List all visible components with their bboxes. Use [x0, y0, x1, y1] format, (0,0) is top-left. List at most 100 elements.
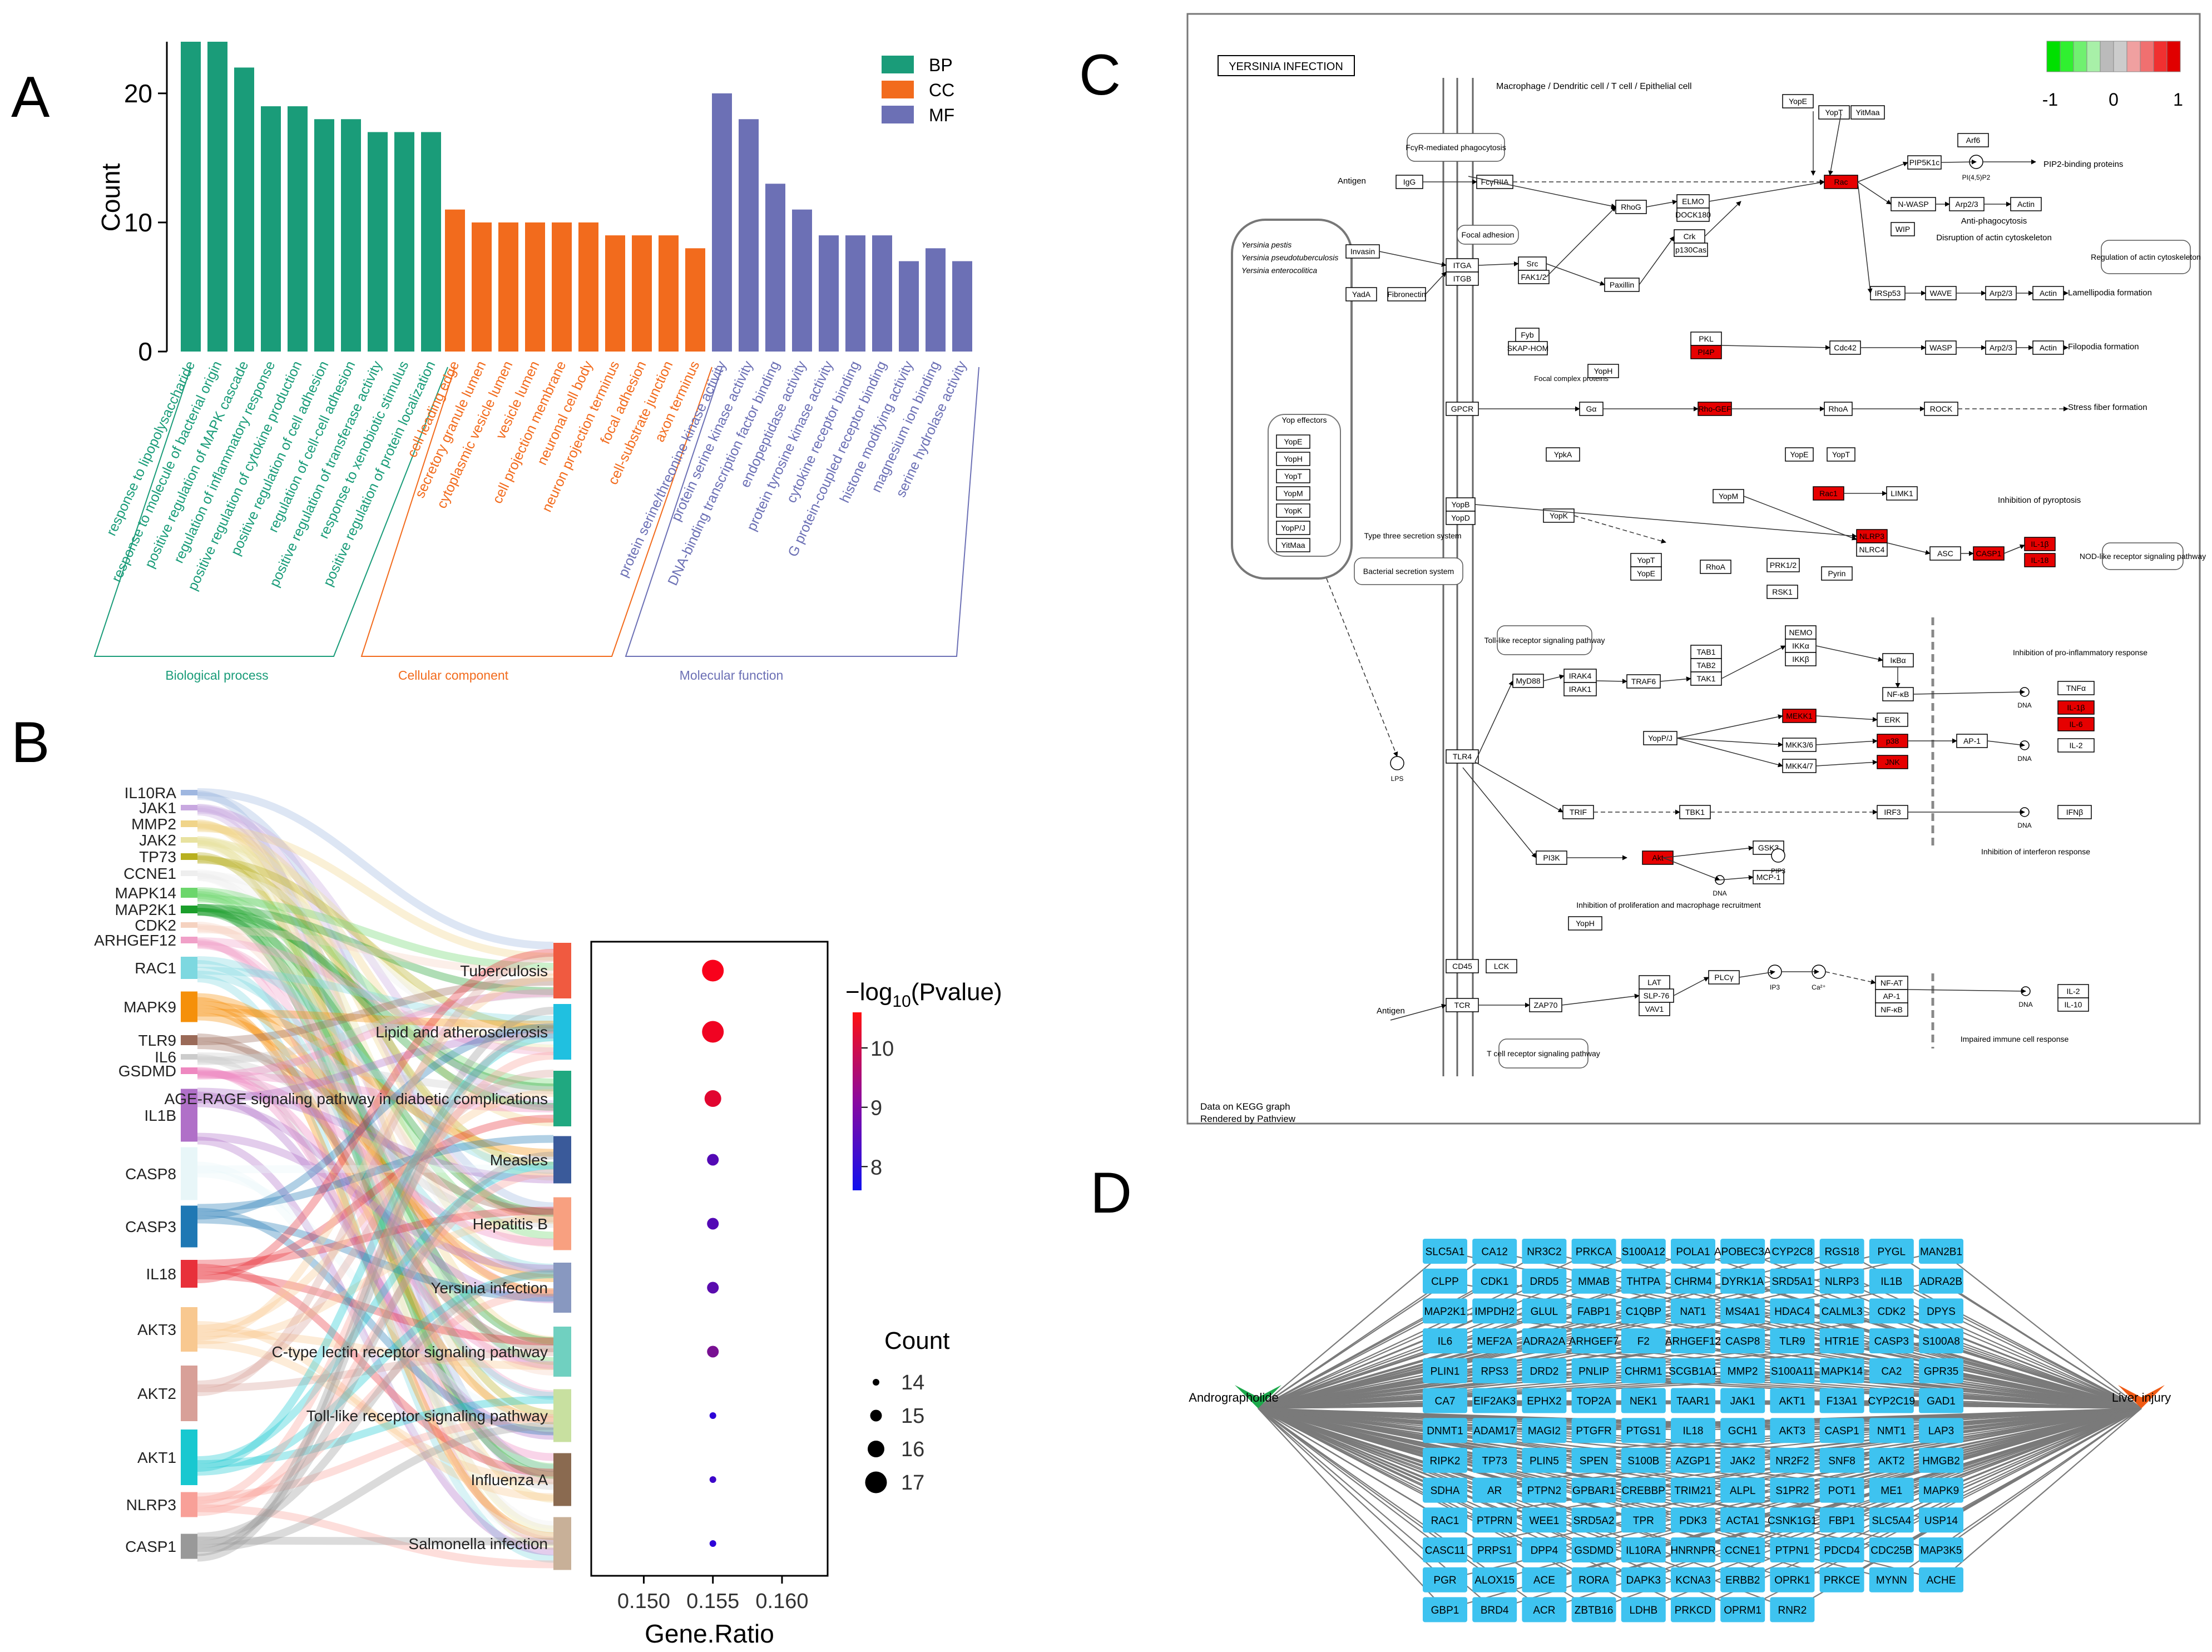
target-node — [1571, 1388, 1616, 1413]
kegg-gene-box — [2057, 681, 2095, 695]
target-node — [1472, 1388, 1517, 1413]
pathway-node — [553, 1327, 571, 1377]
gene-node — [181, 922, 197, 928]
target-node — [1819, 1239, 1864, 1264]
kegg-gene-label: RhoA — [1706, 562, 1726, 571]
network-edge — [1941, 1340, 2142, 1409]
target-node-label: NAT1 — [1680, 1306, 1706, 1318]
target-node — [1621, 1298, 1666, 1324]
target-node — [1571, 1298, 1616, 1324]
target-node — [1571, 1537, 1616, 1562]
antigen-label: Antigen — [1377, 1006, 1405, 1016]
target-node — [1919, 1239, 1963, 1264]
kegg-gene-box — [1818, 105, 1850, 120]
target-node-label: SLC5A4 — [1872, 1515, 1911, 1527]
target-node-label: NR3C2 — [1527, 1247, 1561, 1258]
kegg-gene-box — [2032, 286, 2064, 300]
kegg-gene-box — [1676, 207, 1710, 222]
kegg-gene-box — [1824, 175, 1858, 189]
target-node-label: APOBEC3A — [1714, 1247, 1771, 1258]
kegg-gene-label: IL-6 — [2069, 720, 2082, 729]
kegg-edge — [1660, 676, 1691, 682]
target-node — [1522, 1388, 1567, 1413]
kegg-gene-box — [1396, 175, 1423, 189]
kegg-gene-box — [1782, 759, 1817, 773]
kegg-gene-box — [1676, 194, 1710, 209]
bar-mf — [792, 209, 812, 352]
sankey-ribbon — [197, 1169, 554, 1516]
y-tick-label: 20 — [124, 79, 152, 108]
target-node — [1423, 1567, 1467, 1592]
target-node-label: ACE — [1533, 1575, 1555, 1586]
bar-mf — [899, 261, 919, 352]
sankey-ribbon — [197, 1012, 554, 1282]
target-node-label: PTPN2 — [1527, 1485, 1561, 1497]
kegg-gene-box — [1639, 1002, 1670, 1016]
kegg-gene-label: p130Cas — [1675, 245, 1706, 254]
kegg-gene-label: Src — [1527, 259, 1538, 268]
target-node — [1720, 1418, 1765, 1443]
target-node-label: ADRA2B — [1920, 1276, 1962, 1288]
kegg-gene-label: WASP — [1929, 343, 1952, 352]
target-node — [1621, 1358, 1666, 1383]
kegg-edge — [1913, 689, 2025, 695]
bar-bp — [421, 132, 441, 352]
bar-mf — [739, 119, 759, 352]
sankey-ribbon — [197, 1289, 554, 1508]
kegg-gene-label: YopP/J — [1648, 734, 1672, 743]
target-node-label: CSNK1G1 — [1768, 1515, 1817, 1527]
target-node-label: KCNA3 — [1675, 1575, 1710, 1586]
impaired-label: Impaired immune cell response — [1961, 1035, 2069, 1043]
target-node-label: ACHE — [1927, 1575, 1956, 1586]
target-node-label: FABP1 — [1577, 1306, 1610, 1318]
kegg-compound — [1771, 848, 1785, 863]
kegg-gene-label: LIMK1 — [1891, 489, 1913, 498]
kegg-gene-label: IL-2 — [2069, 741, 2082, 750]
sankey-ribbon — [197, 1023, 554, 1220]
network-edge — [1495, 1407, 2142, 1491]
sankey-ribbon — [197, 788, 554, 949]
target-node-label: IL18 — [1683, 1426, 1704, 1437]
target-node — [1869, 1567, 1914, 1592]
kegg-gene-label: YitMaa — [1855, 108, 1879, 117]
target-node-label: RGS18 — [1824, 1247, 1859, 1258]
kegg-edge — [1743, 496, 1857, 541]
sankey-ribbon — [197, 941, 554, 1298]
yop-effectors-box — [1268, 414, 1341, 557]
target-node — [1919, 1298, 1963, 1324]
target-node-label: PRPS1 — [1477, 1545, 1512, 1557]
target-node — [1423, 1597, 1467, 1623]
pathway-node — [553, 943, 571, 998]
target-node-label: RAC1 — [1431, 1515, 1459, 1527]
scale-cell — [2060, 41, 2074, 72]
liver-injury-node — [2118, 1385, 2165, 1408]
gene-label: IL6 — [155, 1048, 176, 1066]
sankey-ribbon — [197, 1536, 554, 1546]
kegg-title-box — [1218, 55, 1355, 76]
target-node-label: NLRP3 — [1825, 1276, 1859, 1288]
kegg-gene-box — [1276, 452, 1310, 466]
kegg-gene-label: PRK1/2 — [1770, 561, 1797, 570]
gene-label: MAPK9 — [123, 998, 176, 1016]
sankey-ribbon — [197, 1270, 554, 1476]
gene-node — [181, 1307, 197, 1352]
target-node — [1720, 1239, 1765, 1264]
target-node-label: USP14 — [1924, 1515, 1958, 1527]
dna-label: DNA — [2017, 755, 2031, 763]
gene-label: CDK2 — [135, 917, 176, 934]
target-node — [1472, 1537, 1517, 1562]
target-node — [1621, 1507, 1666, 1533]
kegg-gene-box — [1875, 1002, 1908, 1017]
kegg-gene-box — [1518, 270, 1550, 284]
kegg-gene-label: YopD — [1451, 513, 1470, 522]
target-node — [1819, 1418, 1864, 1443]
kegg-gene-label: WAVE — [1930, 289, 1952, 298]
kegg-edge — [1573, 515, 1666, 544]
kegg-gene-label: LAT — [1647, 978, 1661, 987]
bar-cc — [552, 222, 572, 352]
kegg-gene-box — [1907, 155, 1942, 170]
size-legend-label: 15 — [901, 1404, 924, 1428]
target-node — [1869, 1268, 1914, 1294]
kegg-pathway-box — [1497, 625, 1592, 655]
sankey-ribbon — [197, 806, 554, 1108]
